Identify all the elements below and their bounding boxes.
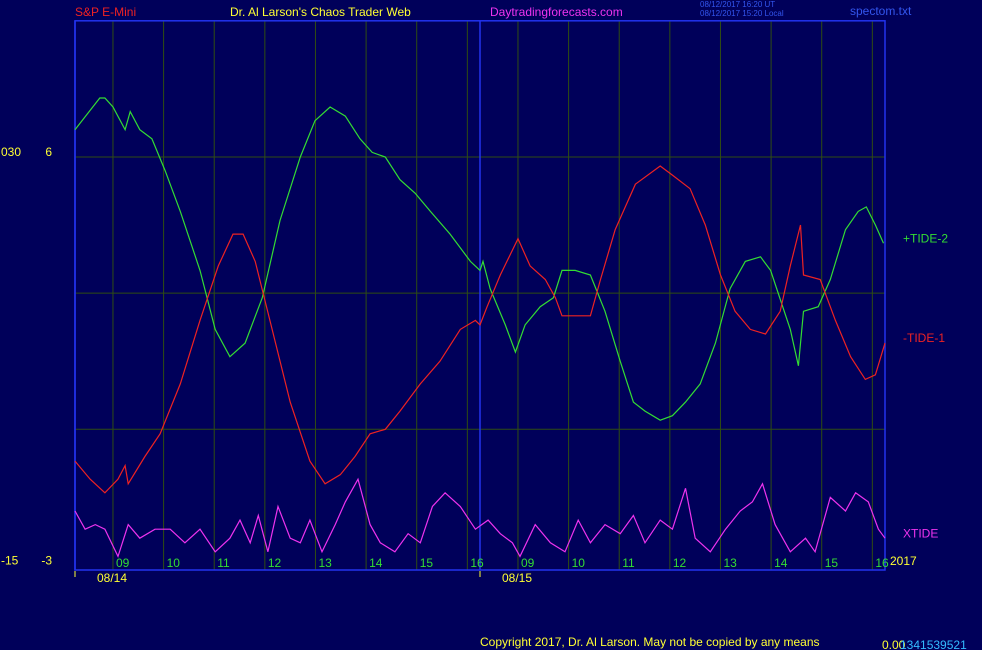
price-label: -15 <box>1 554 19 568</box>
x-tick-label: 15 <box>825 556 839 570</box>
x-tick-label: 12 <box>673 556 687 570</box>
timestamp: 08/12/2017 16:20 UT <box>700 0 775 9</box>
copyright: Copyright 2017, Dr. Al Larson. May not b… <box>480 635 820 649</box>
counter: 0.00 <box>882 638 906 650</box>
day-label: 08/15 <box>502 571 532 585</box>
x-tick-label: 12 <box>268 556 282 570</box>
price-label: 030 <box>1 145 21 159</box>
series-line <box>74 97 885 421</box>
series-label: +TIDE-2 <box>903 231 948 245</box>
x-tick-label: 15 <box>420 556 434 570</box>
series-label: XTIDE <box>903 526 938 540</box>
x-tick-label: 09 <box>521 556 535 570</box>
series-line <box>74 165 886 494</box>
x-tick-label: 16 <box>470 556 484 570</box>
x-tick-label: 10 <box>572 556 586 570</box>
x-tick-label: 13 <box>723 556 737 570</box>
x-tick-label: 14 <box>369 556 383 570</box>
symbol: S&P E-Mini <box>75 5 136 19</box>
site-url: Daytradingforecasts.com <box>490 5 623 19</box>
day-label: 08/14 <box>97 571 127 585</box>
x-tick-label: 16 <box>875 556 889 570</box>
x-tick-label: 11 <box>622 556 635 570</box>
x-tick-label: 13 <box>318 556 332 570</box>
x-tick-label: 11 <box>217 556 230 570</box>
y-tick-label: 6 <box>45 145 52 159</box>
y-tick-label: -3 <box>41 554 52 568</box>
site-title: Dr. Al Larson's Chaos Trader Web <box>230 5 411 19</box>
x-tick-label: 14 <box>774 556 788 570</box>
year-label: 2017 <box>890 554 917 568</box>
x-tick-label: 10 <box>167 556 181 570</box>
counter: 1341539521 <box>900 638 967 650</box>
series-label: -TIDE-1 <box>903 331 945 345</box>
timestamp: 08/12/2017 15:20 Local <box>700 9 784 18</box>
x-tick-label: 09 <box>116 556 130 570</box>
file-name: spectom.txt <box>850 4 912 18</box>
series-line <box>74 477 886 559</box>
